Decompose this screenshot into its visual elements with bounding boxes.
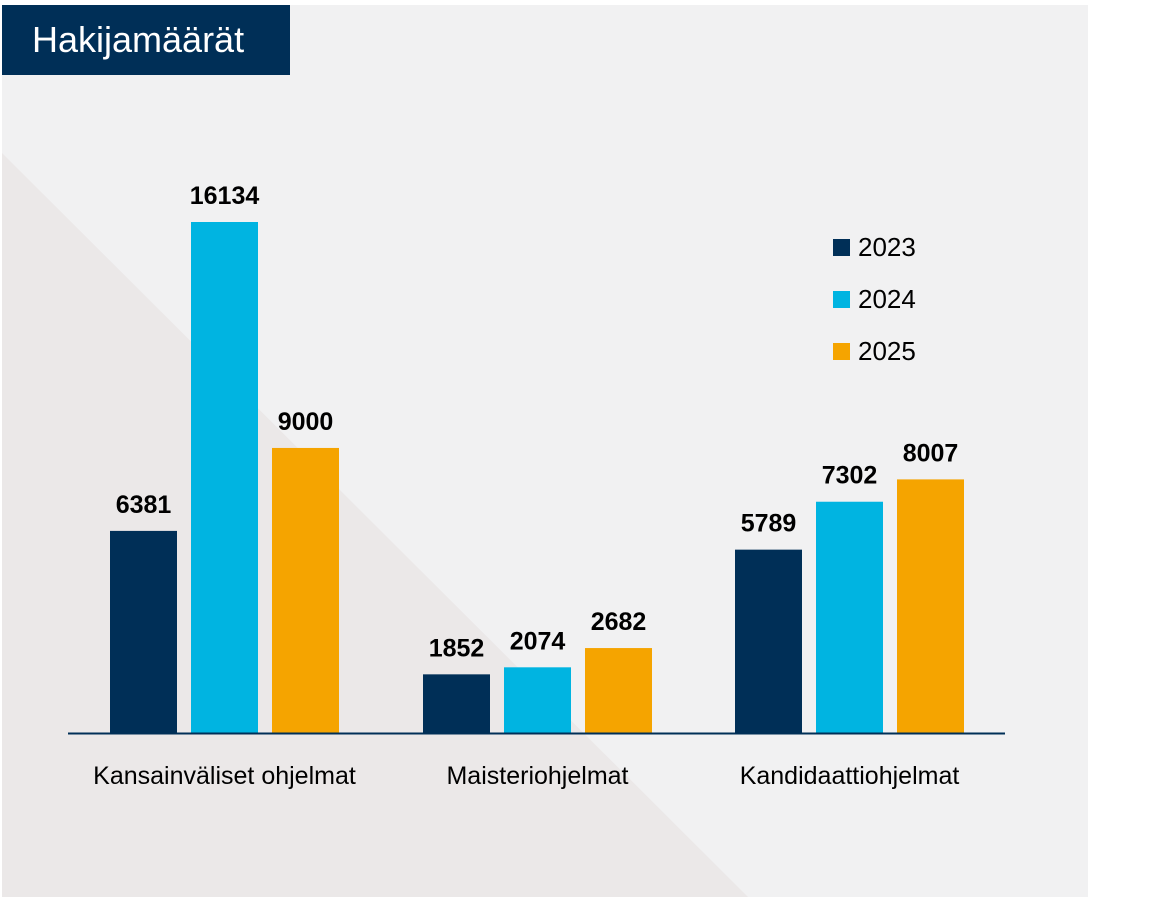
legend-swatch-2024 xyxy=(833,291,850,308)
legend-swatch-2025 xyxy=(833,343,850,360)
data-label: 1852 xyxy=(429,634,485,662)
data-label: 6381 xyxy=(116,491,172,519)
data-label: 5789 xyxy=(741,510,797,538)
bar-2025-2 xyxy=(585,648,652,733)
bar-2024-1 xyxy=(191,222,258,733)
data-label: 2074 xyxy=(510,627,566,655)
legend-label-2025: 2025 xyxy=(858,336,916,366)
bar-2023-3 xyxy=(735,549,802,733)
data-label: 7302 xyxy=(822,462,878,490)
legend-label-2024: 2024 xyxy=(858,284,916,314)
x-tick-label: Kansainväliset ohjelmat xyxy=(93,762,356,790)
legend-swatch-2023 xyxy=(833,239,850,256)
title-banner: Hakijamäärät xyxy=(2,5,290,75)
bar-2023-1 xyxy=(110,530,177,733)
bar-2024-3 xyxy=(816,501,883,733)
bar-2024-2 xyxy=(504,667,571,733)
data-label: 8007 xyxy=(903,439,959,467)
chart-title: Hakijamäärät xyxy=(32,19,245,60)
legend-label-2023: 2023 xyxy=(858,232,916,262)
x-tick-label: Kandidaattiohjelmat xyxy=(740,762,960,790)
data-label: 16134 xyxy=(190,182,260,210)
bar-2023-2 xyxy=(423,674,490,733)
bar-2025-3 xyxy=(897,479,964,733)
bar-2025-1 xyxy=(272,447,339,733)
x-tick-label: Maisteriohjelmat xyxy=(446,762,628,790)
data-label: 2682 xyxy=(591,608,647,636)
data-label: 9000 xyxy=(278,408,334,436)
